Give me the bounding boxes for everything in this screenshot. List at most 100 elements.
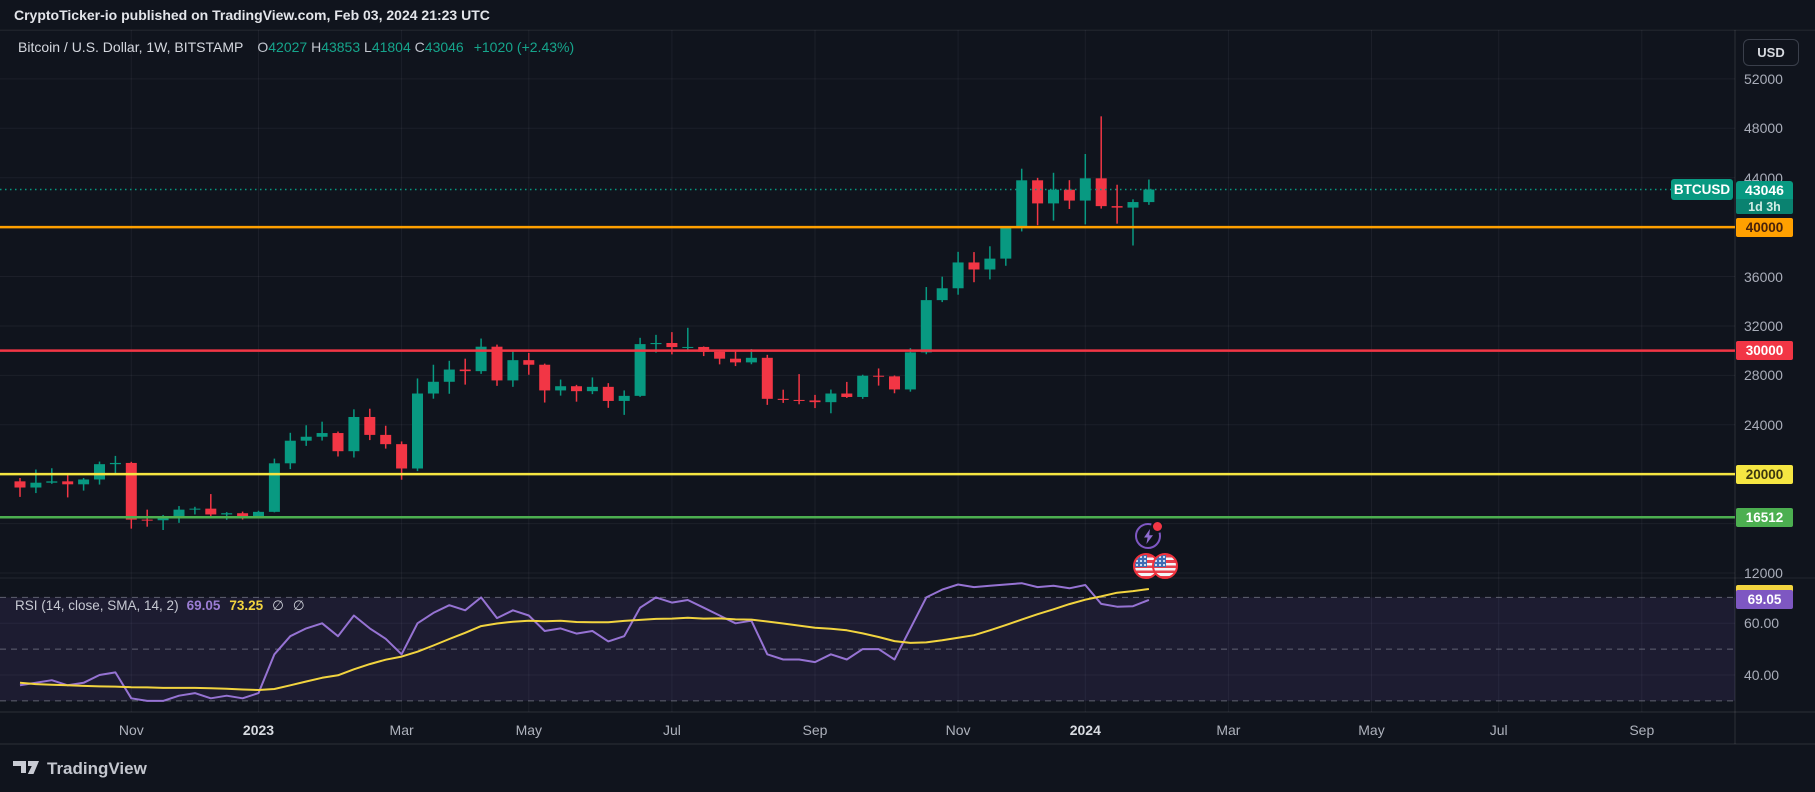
candle-body (125, 462, 137, 520)
candle-body (793, 399, 805, 401)
candle-body (761, 357, 773, 399)
candle-body (237, 513, 249, 517)
candle-body (1000, 227, 1012, 259)
time-axis-label: Sep (802, 722, 828, 738)
candle-body (141, 519, 153, 521)
level-badge-40000: 40000 (1736, 217, 1793, 237)
currency-toggle-button[interactable]: USD (1743, 39, 1799, 66)
price-tick-label: 32000 (1744, 317, 1783, 334)
candle-body (809, 400, 821, 403)
symbol-price-flag: BTCUSD (1671, 178, 1733, 200)
time-axis-label: Jul (1489, 722, 1508, 738)
price-tick-label: 48000 (1744, 120, 1783, 137)
time-axis-label: Nov (118, 722, 144, 738)
candle-body (745, 357, 757, 363)
candle-body (714, 351, 726, 359)
candle-body (284, 440, 296, 464)
flash-idea-marker-icon[interactable] (1135, 520, 1164, 549)
symbol-title: Bitcoin / U.S. Dollar, 1W, BITSTAMP (18, 39, 244, 55)
last-price-value: 43046 (1736, 181, 1793, 200)
attribution-bar: CryptoTicker-io published on TradingView… (0, 0, 1815, 31)
candle-body (78, 479, 90, 485)
candle-body (634, 344, 646, 396)
price-tick-label: 28000 (1744, 367, 1783, 384)
time-axis-label: Mar (389, 722, 414, 738)
candle-body (1095, 178, 1107, 207)
low-label: L (364, 39, 372, 55)
economic-event-markers[interactable] (1133, 553, 1178, 579)
candle-body (555, 386, 567, 391)
candle-body (94, 464, 105, 480)
rsi-sma-line (19, 588, 1150, 691)
candle-body (523, 360, 535, 365)
candle-body (173, 509, 185, 519)
candle-body (475, 346, 487, 372)
tradingview-logo-link[interactable]: TradingView (13, 759, 147, 779)
candle-body (571, 386, 582, 392)
candle-body (205, 508, 217, 515)
time-axis-label: Jul (662, 722, 681, 738)
time-axis-label: May (1358, 722, 1385, 738)
high-value: 43853 (321, 39, 361, 55)
price-tick-label: 24000 (1744, 416, 1783, 433)
candle-body (221, 513, 233, 515)
candle-body (46, 481, 58, 483)
tradingview-logo-text: TradingView (47, 759, 147, 778)
candle-body (189, 508, 201, 510)
price-tick-label: 52000 (1744, 70, 1783, 87)
rsi-title: RSI (14, close, SMA, 14, 2) (15, 598, 179, 613)
candle-body (952, 262, 964, 289)
candle-body (1032, 180, 1044, 204)
price-tick-label: 36000 (1744, 268, 1783, 285)
candle-body (1063, 189, 1075, 201)
time-axis-label: Nov (945, 722, 971, 738)
level-badge-20000: 20000 (1736, 464, 1793, 484)
candle-body (348, 416, 360, 452)
candle-body (825, 393, 837, 403)
close-value: 43046 (424, 39, 464, 55)
candle-body (396, 444, 408, 469)
bar-countdown: 1d 3h (1736, 199, 1793, 215)
candle-body (539, 364, 551, 391)
candle-body (30, 482, 42, 488)
candle-body (332, 433, 344, 452)
rsi-current-value: 69.05 (186, 598, 221, 613)
lightning-bolt-icon (1143, 528, 1153, 544)
flag-canton (1154, 555, 1167, 568)
candle-body (507, 360, 519, 381)
candle-body (889, 376, 900, 390)
candle-body (491, 346, 503, 381)
candle-body (602, 386, 614, 401)
level-badge-30000: 30000 (1736, 341, 1793, 361)
candle-body (904, 352, 916, 390)
candle-body (1127, 202, 1139, 208)
rsi-upper-band-empty: ∅ (272, 598, 284, 613)
candle-body (157, 518, 169, 521)
open-label: O (257, 39, 269, 55)
rsi-tick-label: 40.00 (1744, 667, 1780, 683)
us-flag-event-icon[interactable] (1152, 553, 1178, 579)
time-axis-label: May (515, 722, 543, 738)
candle-body (873, 375, 885, 377)
time-axis-label: Mar (1216, 722, 1241, 738)
candle-body (586, 386, 598, 392)
candle-body (1111, 206, 1123, 208)
candle-body (364, 416, 376, 435)
candle-body (268, 463, 280, 512)
candle-body (968, 262, 980, 270)
candle-body (1016, 180, 1028, 228)
candle-body (618, 395, 630, 401)
time-axis-label: 2024 (1069, 722, 1101, 738)
last-price-badge: 43046 1d 3h (1736, 181, 1793, 215)
time-axis-label: 2023 (242, 722, 275, 738)
candle-body (1143, 189, 1155, 203)
candle-body (984, 258, 996, 270)
candle-body (109, 462, 121, 465)
candle-body (666, 342, 678, 348)
candle-body (443, 369, 455, 382)
candle-body (841, 393, 853, 397)
rsi-sma-value: 73.25 (229, 598, 264, 613)
candle-body (1048, 189, 1059, 204)
